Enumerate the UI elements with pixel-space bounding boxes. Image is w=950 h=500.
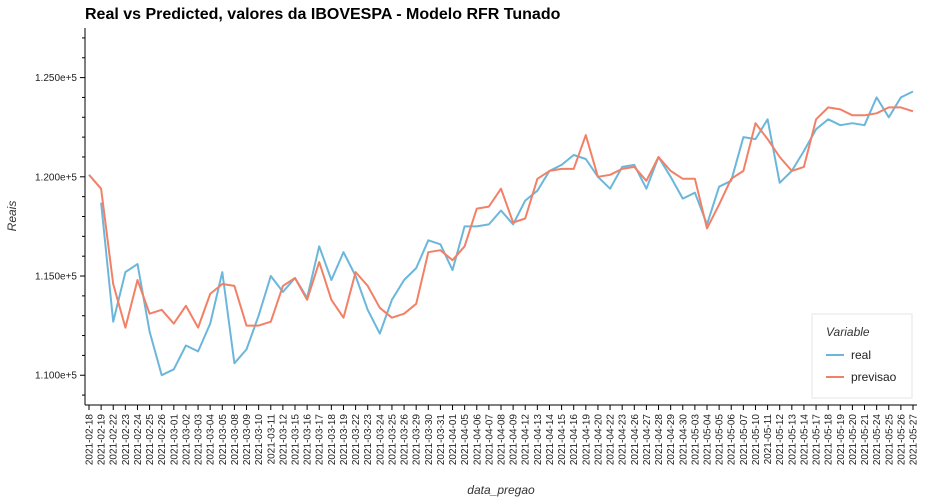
- x-tick-label: 2021-05-25: [884, 414, 895, 466]
- x-tick-label: 2021-03-03: [194, 414, 205, 466]
- x-tick-label: 2021-04-08: [497, 414, 508, 466]
- legend-title: Variable: [826, 325, 870, 339]
- x-tick-label: 2021-04-28: [654, 414, 665, 466]
- x-tick-label: 2021-03-25: [387, 414, 398, 466]
- x-tick-label: 2021-05-26: [896, 414, 907, 466]
- x-tick-label: 2021-02-25: [145, 414, 156, 466]
- x-tick-label: 2021-03-02: [181, 414, 192, 466]
- x-tick-label: 2021-03-31: [436, 414, 447, 466]
- y-tick-label: 1.150e+5: [35, 272, 77, 283]
- x-tick-label: 2021-04-06: [472, 414, 483, 466]
- y-axis-ticks: 1.100e+5 1.150e+5 1.200e+5 1.250e+5: [35, 37, 85, 396]
- x-tick-label: 2021-03-15: [291, 414, 302, 466]
- x-tick-label: 2021-04-30: [678, 414, 689, 466]
- x-tick-label: 2021-04-15: [557, 414, 568, 466]
- x-tick-label: 2021-04-29: [666, 414, 677, 466]
- x-tick-label: 2021-05-12: [775, 414, 786, 466]
- x-tick-label: 2021-05-17: [812, 414, 823, 466]
- x-tick-label: 2021-04-19: [581, 414, 592, 466]
- x-tick-label: 2021-02-22: [109, 414, 120, 466]
- x-tick-label: 2021-03-04: [206, 414, 217, 466]
- x-tick-label: 2021-05-05: [715, 414, 726, 466]
- x-tick-label: 2021-05-14: [799, 414, 810, 466]
- x-tick-label: 2021-05-07: [739, 414, 750, 466]
- x-tick-label: 2021-04-01: [448, 414, 459, 466]
- x-tick-label: 2021-02-24: [133, 414, 144, 466]
- x-tick-label: 2021-03-24: [375, 414, 386, 466]
- x-tick-label: 2021-04-12: [521, 414, 532, 466]
- x-tick-label: 2021-04-09: [509, 414, 520, 466]
- x-tick-label: 2021-03-10: [254, 414, 265, 466]
- x-tick-label: 2021-04-22: [606, 414, 617, 466]
- x-tick-label: 2021-05-03: [690, 414, 701, 466]
- x-axis-label: data_pregao: [467, 483, 535, 497]
- x-tick-label: 2021-03-23: [363, 414, 374, 466]
- x-tick-label: 2021-03-11: [266, 414, 277, 465]
- series-line-previsao: [88, 106, 914, 329]
- x-tick-label: 2021-03-19: [339, 414, 350, 466]
- x-tick-label: 2021-04-13: [533, 414, 544, 466]
- x-tick-label: 2021-03-09: [242, 414, 253, 466]
- x-tick-label: 2021-02-26: [157, 414, 168, 466]
- x-tick-label: 2021-05-19: [836, 414, 847, 466]
- x-tick-label: 2021-02-23: [121, 414, 132, 466]
- axes: [84, 28, 917, 406]
- legend-label-real: real: [851, 348, 871, 362]
- x-axis-ticks: 2021-02-18 2021-02-19 2021-02-22 2021-02-23…: [85, 405, 920, 465]
- x-tick-label: 2021-04-07: [484, 414, 495, 466]
- x-tick-label: 2021-05-20: [848, 414, 859, 466]
- x-tick-label: 2021-02-19: [97, 414, 108, 466]
- x-tick-label: 2021-03-29: [412, 414, 423, 466]
- x-tick-label: 2021-04-27: [642, 414, 653, 466]
- x-tick-label: 2021-03-08: [230, 414, 241, 466]
- x-tick-label: 2021-03-22: [351, 414, 362, 466]
- x-tick-label: 2021-03-17: [315, 414, 326, 466]
- y-axis-label: Reais: [5, 201, 19, 232]
- series-line-real: [100, 90, 914, 377]
- x-tick-label: 2021-04-16: [569, 414, 580, 466]
- x-tick-label: 2021-05-10: [751, 414, 762, 466]
- x-tick-label: 2021-03-30: [424, 414, 435, 466]
- y-tick-label: 1.250e+5: [35, 73, 77, 84]
- x-tick-label: 2021-03-16: [303, 414, 314, 466]
- x-tick-label: 2021-04-05: [460, 414, 471, 466]
- x-tick-label: 2021-05-27: [909, 414, 920, 466]
- x-tick-label: 2021-03-05: [218, 414, 229, 466]
- chart-title: Real vs Predicted, valores da IBOVESPA -…: [85, 6, 561, 23]
- y-tick-label: 1.100e+5: [35, 371, 77, 382]
- x-tick-label: 2021-05-13: [787, 414, 798, 466]
- legend: Variable real previsao: [811, 313, 913, 399]
- x-tick-label: 2021-03-12: [278, 414, 289, 466]
- x-tick-label: 2021-03-26: [400, 414, 411, 466]
- x-tick-label: 2021-03-18: [327, 414, 338, 466]
- x-tick-label: 2021-05-11: [763, 414, 774, 465]
- x-tick-label: 2021-03-01: [169, 414, 180, 466]
- x-tick-label: 2021-05-21: [860, 414, 871, 466]
- legend-label-previsao: previsao: [851, 370, 897, 384]
- x-tick-label: 2021-04-23: [618, 414, 629, 466]
- x-tick-label: 2021-04-14: [545, 414, 556, 466]
- x-tick-label: 2021-05-24: [872, 414, 883, 466]
- series-lines: [88, 90, 914, 377]
- x-tick-label: 2021-05-06: [727, 414, 738, 466]
- x-tick-label: 2021-04-20: [593, 414, 604, 466]
- y-tick-label: 1.200e+5: [35, 172, 77, 183]
- x-tick-label: 2021-04-26: [630, 414, 641, 466]
- x-tick-label: 2021-02-18: [85, 414, 96, 466]
- x-tick-label: 2021-05-18: [824, 414, 835, 466]
- x-tick-label: 2021-05-04: [703, 414, 714, 466]
